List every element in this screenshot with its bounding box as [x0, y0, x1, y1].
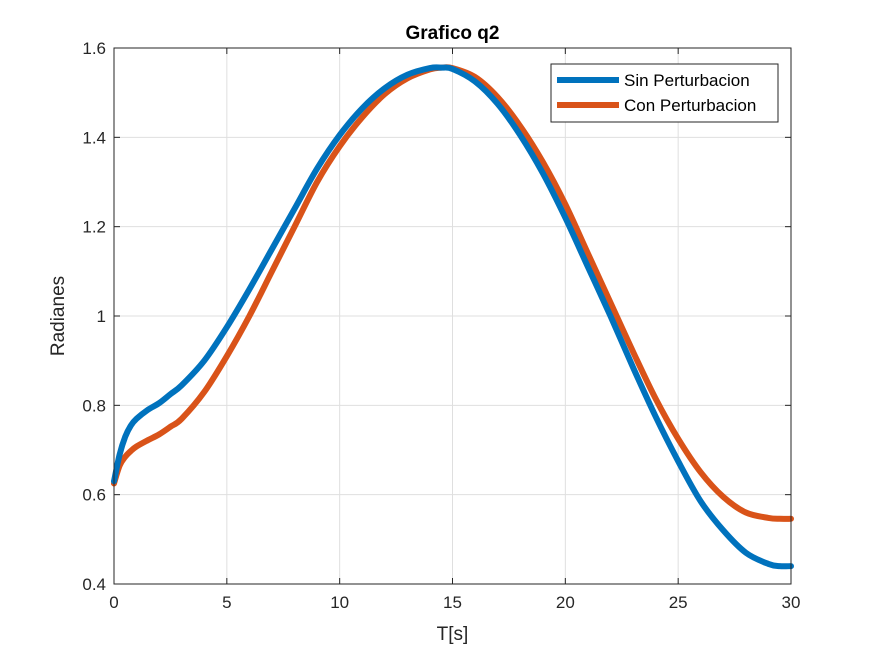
x-tick-label: 20 — [556, 593, 575, 612]
y-tick-label: 0.6 — [82, 486, 106, 505]
y-tick-label: 1.2 — [82, 218, 106, 237]
legend-box — [550, 63, 779, 123]
y-tick-label: 1.6 — [82, 39, 106, 58]
data-lines — [111, 64, 794, 570]
series-line-sin-perturbacion — [111, 64, 794, 570]
legend: Sin Perturbacion Con Perturbacion — [550, 63, 779, 123]
chart-title: Grafico q2 — [406, 23, 500, 44]
axis-ticks: 0 5 10 15 20 25 30 0.4 0.6 0.8 1 1.2 1.4 1.6 — [82, 39, 800, 612]
legend-entry-sin-perturbacion: Sin Perturbacion — [624, 71, 750, 90]
legend-entry-con-perturbacion: Con Perturbacion — [624, 96, 756, 115]
y-tick-label: 0.8 — [82, 396, 106, 415]
x-tick-label: 0 — [109, 593, 118, 612]
x-tick-label: 30 — [782, 593, 801, 612]
x-tick-label: 10 — [330, 593, 349, 612]
y-tick-label: 1.4 — [82, 128, 106, 147]
y-axis-label: Radianes — [48, 276, 69, 356]
x-axis-label: T[s] — [437, 624, 469, 645]
y-tick-label: 0.4 — [82, 575, 106, 594]
x-tick-label: 5 — [222, 593, 231, 612]
x-tick-label: 25 — [669, 593, 688, 612]
y-tick-label: 1 — [97, 307, 106, 326]
x-tick-label: 15 — [443, 593, 462, 612]
